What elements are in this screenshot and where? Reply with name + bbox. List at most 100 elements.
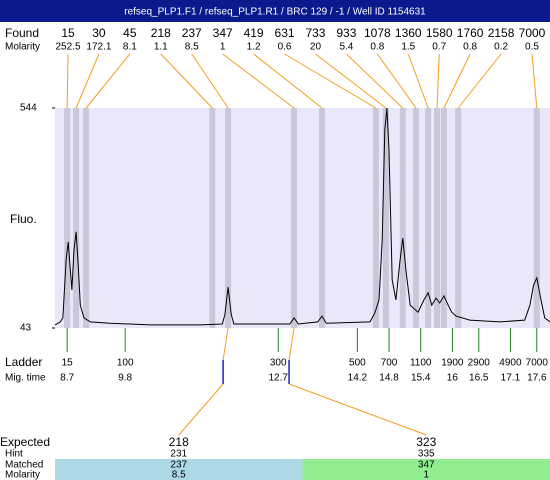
found-molarity: 8.5 — [185, 42, 199, 53]
peak-band — [533, 108, 540, 328]
found-molarity: 5.4 — [339, 42, 353, 53]
found-size: 933 — [336, 26, 356, 40]
ladder-time: 16.5 — [469, 373, 489, 384]
molarity: 8.5 — [172, 470, 186, 480]
ladder-size: 1900 — [441, 358, 464, 369]
found-size: 1580 — [426, 26, 453, 40]
row-label: Expected — [0, 435, 50, 449]
ladder-size: 100 — [117, 358, 134, 369]
peak-link — [160, 53, 213, 109]
found-size: 30 — [92, 26, 106, 40]
peak-link — [376, 53, 417, 109]
found-size: 1078 — [364, 26, 391, 40]
row-label: Matched — [5, 460, 43, 471]
found-size: 733 — [305, 26, 325, 40]
peak-link — [75, 53, 100, 109]
peak-link — [457, 53, 502, 109]
y-tick-label: 544 — [20, 103, 37, 114]
found-size: 218 — [151, 26, 171, 40]
peak-band — [291, 108, 298, 328]
found-molarity: 0.6 — [278, 42, 292, 53]
peak-band — [73, 108, 80, 328]
found-molarity: 0.2 — [494, 42, 508, 53]
found-molarity: 1.2 — [247, 42, 261, 53]
found-molarity: 1.5 — [401, 42, 415, 53]
found-size: 419 — [244, 26, 264, 40]
found-molarity: 252.5 — [55, 42, 80, 53]
ladder-label: Ladder — [5, 355, 42, 369]
peak-link — [531, 53, 538, 109]
match-link — [178, 383, 224, 436]
ladder-size: 15 — [62, 358, 74, 369]
found-molarity: 1.1 — [154, 42, 168, 53]
peak-link — [284, 53, 377, 109]
found-molarity: 8.1 — [123, 42, 137, 53]
ladder-size: 1100 — [410, 358, 432, 369]
peak-band — [319, 108, 326, 328]
ladder-time: 17.1 — [501, 373, 521, 384]
found-label: Found — [5, 26, 39, 40]
found-size: 45 — [123, 26, 137, 40]
ladder-time: 14.2 — [348, 373, 368, 384]
plot-area — [55, 108, 550, 328]
match-link — [288, 327, 295, 361]
ladder-size: 300 — [270, 358, 287, 369]
hint: 231 — [170, 449, 187, 460]
trace — [54, 107, 550, 326]
found-molarity: 0.8 — [370, 42, 384, 53]
row-label: Molarity — [5, 470, 40, 480]
molarity-label: Molarity — [5, 42, 40, 53]
peak-link — [407, 53, 429, 109]
ladder-time: 8.7 — [60, 373, 74, 384]
peak-band — [425, 108, 432, 328]
match-band — [55, 459, 303, 480]
peak-link — [222, 53, 295, 109]
ladder-time: 14.8 — [379, 373, 399, 384]
peak-link — [315, 53, 387, 109]
y-label: Fluo. — [10, 212, 37, 226]
match-band — [302, 459, 550, 480]
peak-band — [83, 108, 90, 328]
found-molarity: 0.7 — [432, 42, 446, 53]
peak-band — [64, 108, 71, 328]
molarity: 1 — [423, 470, 429, 480]
peak-band — [225, 108, 232, 328]
found-molarity: 0.5 — [525, 42, 539, 53]
ladder-size: 700 — [381, 358, 398, 369]
found-molarity: 20 — [310, 42, 322, 53]
peak-link — [253, 53, 323, 109]
title: refseq_PLP1.F1 / refseq_PLP1.R1 / BRC 12… — [124, 7, 426, 18]
found-molarity: 172.1 — [86, 42, 111, 53]
peak-band — [382, 108, 389, 328]
found-size: 347 — [213, 26, 233, 40]
time-label: Mig. time — [5, 373, 46, 384]
ladder-size: 4900 — [499, 358, 522, 369]
peak-band — [372, 108, 379, 328]
found-size: 2158 — [488, 26, 515, 40]
ladder-time: 12.7 — [268, 373, 288, 384]
ladder-size: 7000 — [526, 358, 549, 369]
title-bar — [0, 0, 550, 22]
peak-link — [346, 53, 404, 109]
ladder-time: 9.8 — [118, 373, 132, 384]
peak-band — [455, 108, 462, 328]
found-size: 15 — [61, 26, 75, 40]
match-link — [288, 383, 427, 436]
row-label: Hint — [5, 449, 23, 460]
found-size: 7000 — [519, 26, 546, 40]
expected-size: 218 — [169, 435, 189, 449]
found-molarity: 1 — [220, 42, 226, 53]
ladder-size: 2900 — [468, 358, 491, 369]
peak-link — [66, 53, 69, 109]
peak-band — [412, 108, 419, 328]
found-molarity: 0.8 — [463, 42, 477, 53]
peak-link — [436, 53, 440, 109]
peak-band — [434, 108, 441, 328]
peak-band — [209, 108, 216, 328]
peak-band — [399, 108, 406, 328]
ladder-time: 17.6 — [527, 373, 547, 384]
matched: 237 — [170, 460, 187, 471]
found-size: 631 — [275, 26, 295, 40]
matched: 347 — [418, 460, 435, 471]
